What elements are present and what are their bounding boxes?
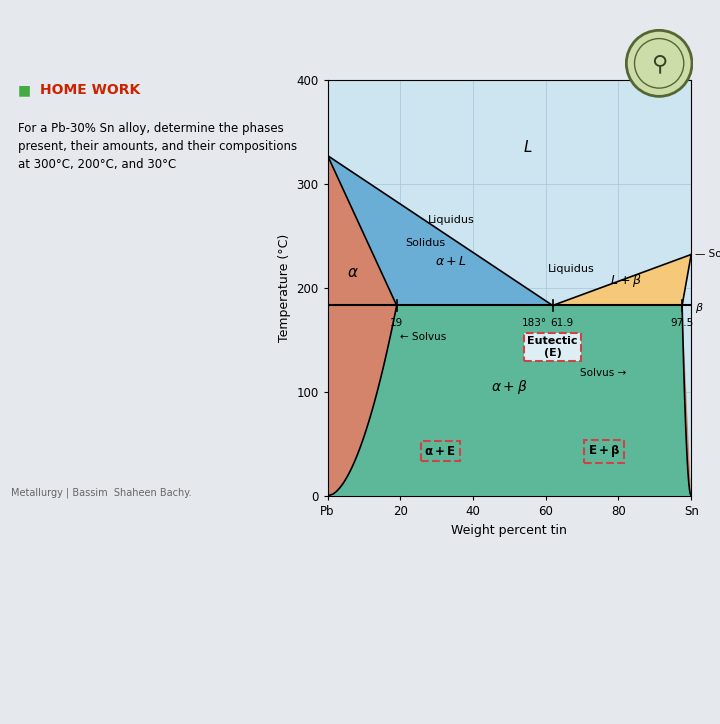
Text: ⚲: ⚲ (651, 55, 667, 75)
Text: Metallurgy | Bassim  Shaheen Bachy.: Metallurgy | Bassim Shaheen Bachy. (11, 488, 192, 498)
Polygon shape (328, 306, 691, 496)
Text: 183°: 183° (522, 318, 547, 328)
Text: ■: ■ (18, 83, 31, 97)
Text: HOME WORK: HOME WORK (40, 83, 140, 97)
Circle shape (634, 38, 684, 88)
Text: Solvus →: Solvus → (580, 368, 626, 378)
Text: Liquidus: Liquidus (428, 215, 474, 225)
Y-axis label: Temperature (°C): Temperature (°C) (278, 234, 291, 342)
Text: Solidus: Solidus (405, 238, 446, 248)
Polygon shape (682, 255, 691, 496)
Text: $\alpha$: $\alpha$ (347, 265, 359, 279)
Text: For a Pb-30% Sn alloy, determine the phases
present, their amounts, and their co: For a Pb-30% Sn alloy, determine the pha… (18, 122, 297, 171)
Text: $\mathbf{E + \beta}$: $\mathbf{E + \beta}$ (588, 443, 620, 459)
Text: $L + \beta$: $L + \beta$ (610, 272, 642, 289)
Text: $\alpha + \beta$: $\alpha + \beta$ (491, 378, 528, 395)
Text: Eutectic
(E): Eutectic (E) (528, 337, 578, 358)
Text: $L$: $L$ (523, 139, 532, 155)
Text: 61.9: 61.9 (550, 318, 573, 328)
Polygon shape (553, 255, 691, 306)
Text: Liquidus: Liquidus (548, 264, 595, 274)
Text: 97.5: 97.5 (670, 318, 694, 328)
Polygon shape (328, 156, 397, 496)
Text: ← Solvus: ← Solvus (400, 332, 446, 342)
Text: $\alpha + L$: $\alpha + L$ (436, 256, 467, 269)
Circle shape (626, 30, 692, 96)
Polygon shape (328, 156, 553, 306)
Text: $\beta$: $\beta$ (695, 300, 703, 314)
X-axis label: Weight percent tin: Weight percent tin (451, 523, 567, 536)
Text: 19: 19 (390, 318, 403, 328)
Text: $\mathbf{\alpha + E}$: $\mathbf{\alpha + E}$ (425, 445, 456, 458)
Text: — Solidu: — Solidu (695, 250, 720, 259)
